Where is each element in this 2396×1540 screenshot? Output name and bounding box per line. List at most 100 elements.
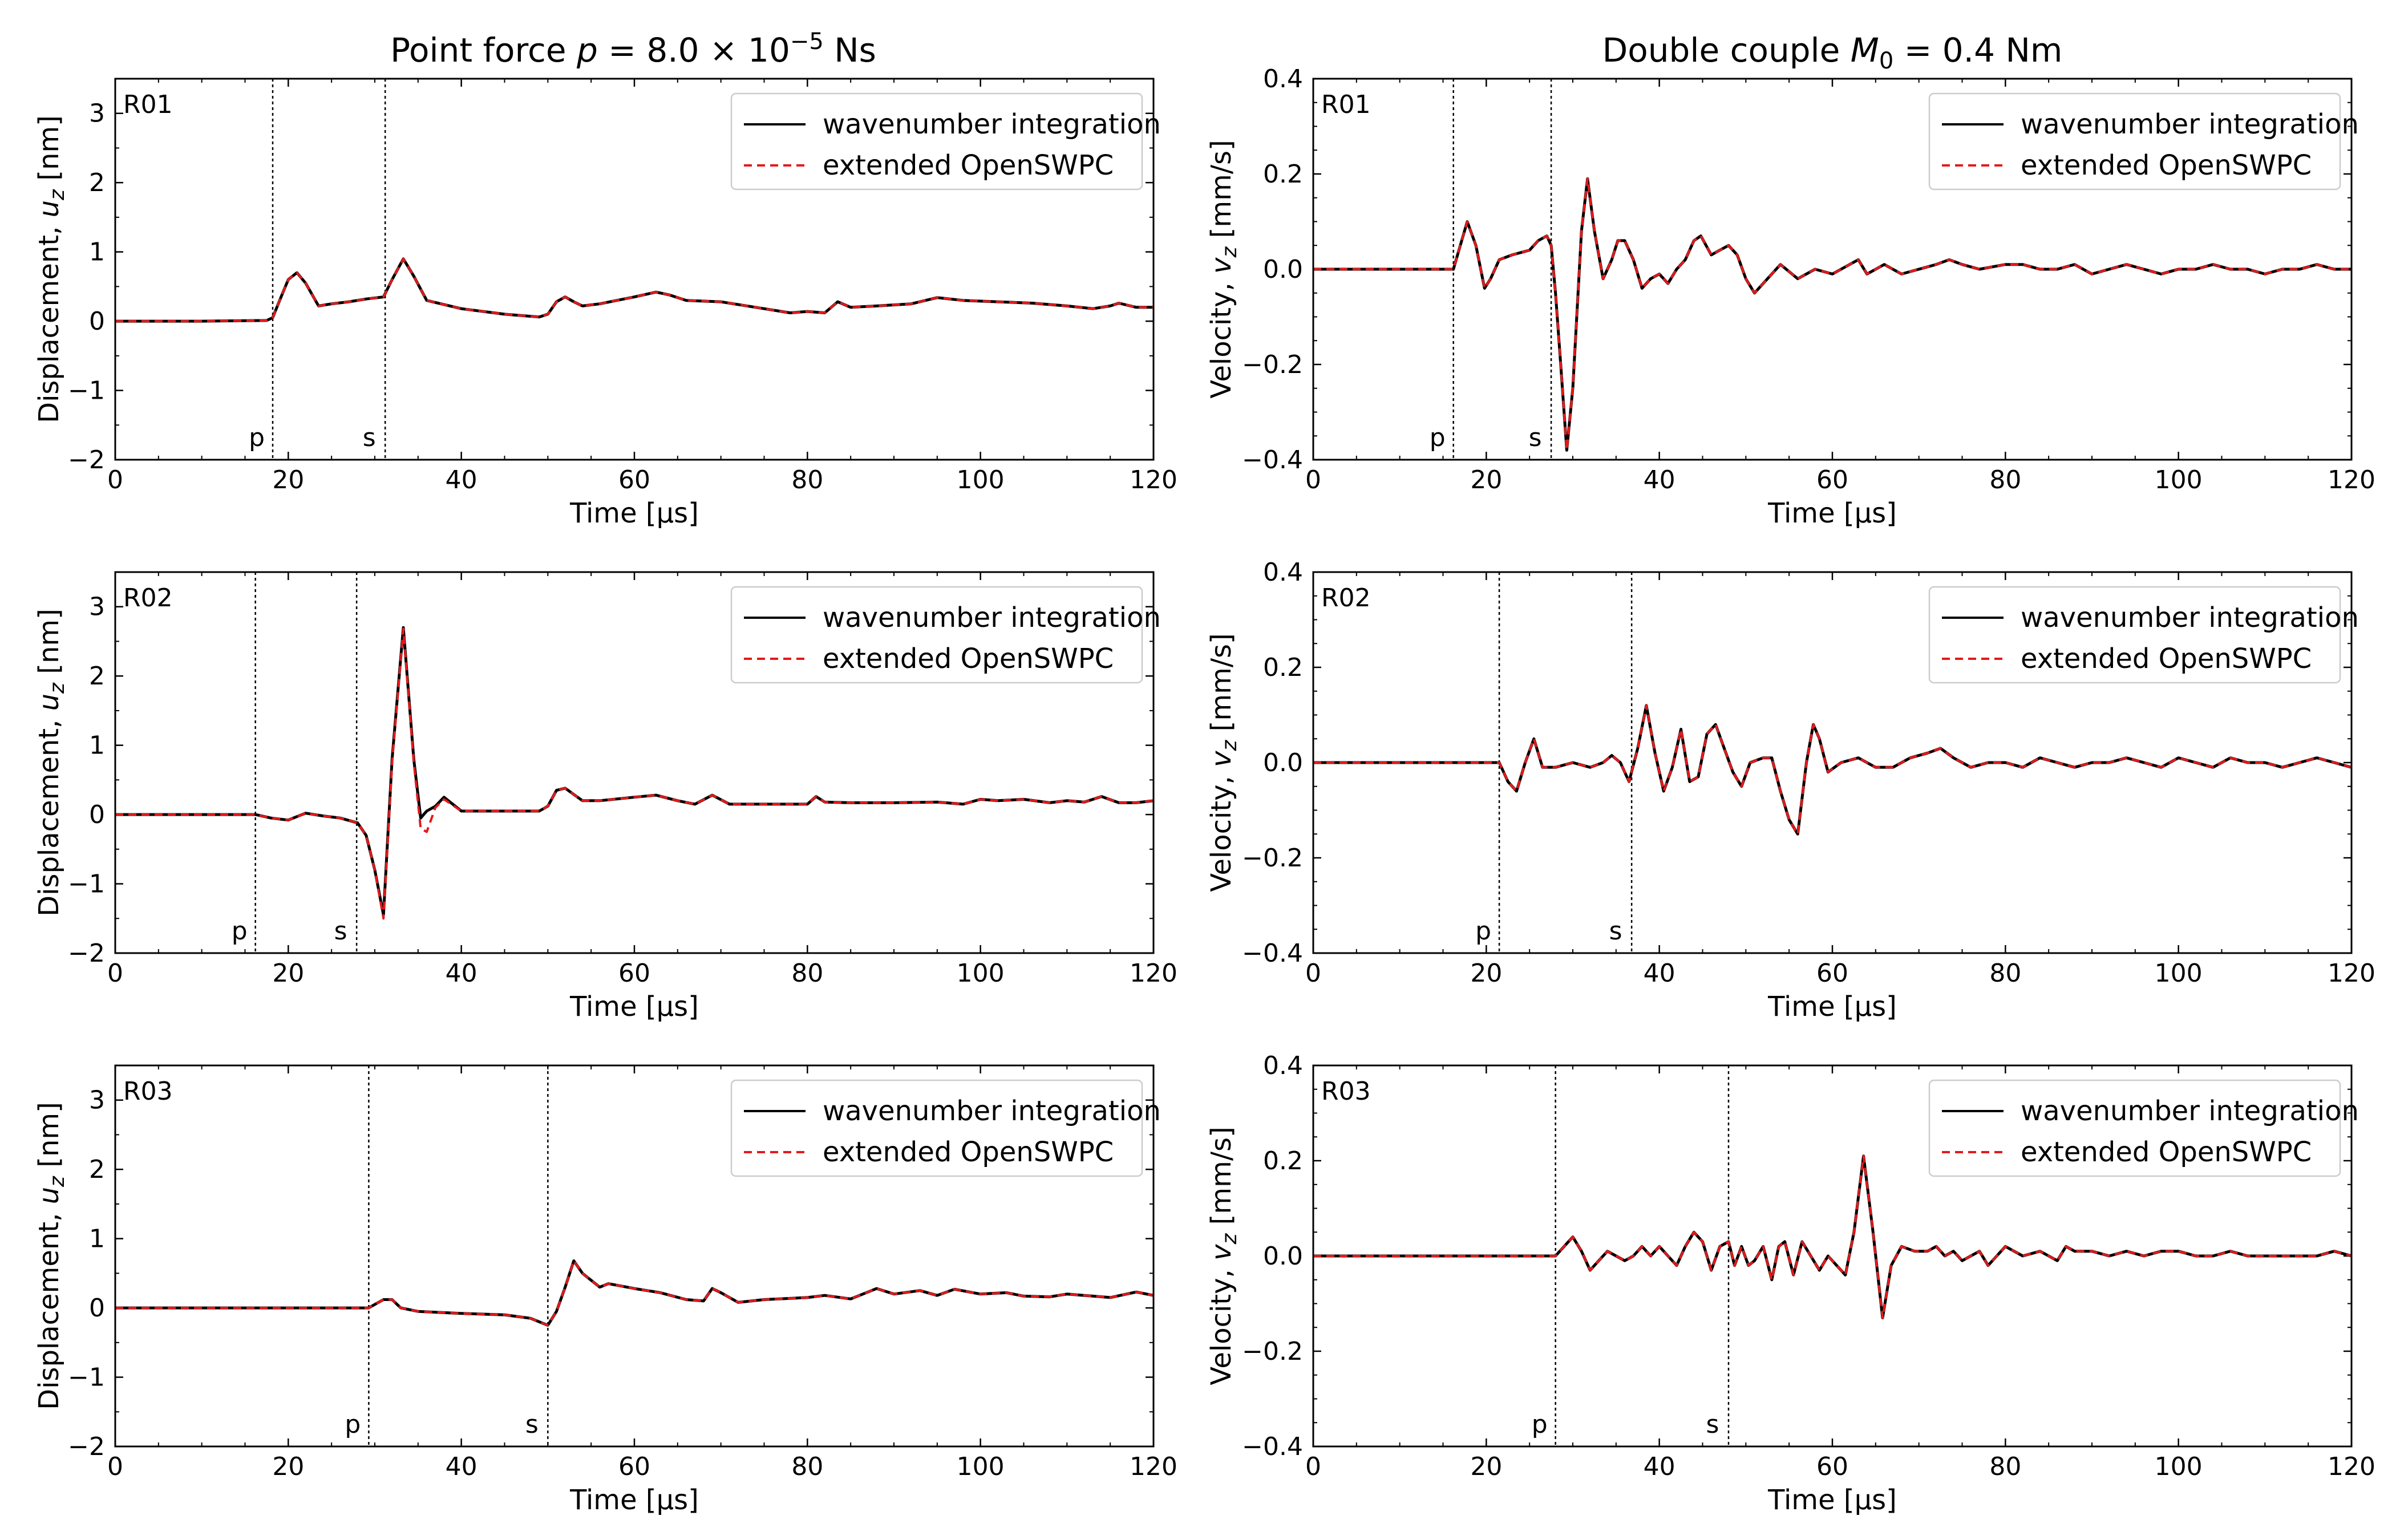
arrival-label-p: p <box>232 917 248 946</box>
x-tick-label: 40 <box>446 465 477 495</box>
x-tick-label: 80 <box>791 1452 823 1481</box>
arrival-label-s: s <box>1706 1410 1719 1439</box>
x-tick-label: 80 <box>1989 465 2021 495</box>
legend-label: wavenumber integration <box>2021 108 2359 140</box>
y-tick-label: 3 <box>89 593 105 622</box>
y-tick-label: 3 <box>89 1086 105 1115</box>
y-tick-label: 0.2 <box>1263 160 1303 189</box>
x-tick-label: 40 <box>1644 959 1675 988</box>
x-tick-label: 20 <box>272 1452 304 1481</box>
plot-frame <box>1312 78 2353 461</box>
y-tick-label: 0 <box>89 1294 105 1323</box>
x-axis-label: Time [µs] <box>1767 991 1897 1023</box>
x-tick-label: 40 <box>446 959 477 988</box>
x-tick-label: 120 <box>1130 1452 1177 1481</box>
x-tick-label: 100 <box>2155 1452 2203 1481</box>
x-tick-label: 100 <box>957 1452 1005 1481</box>
x-axis-label: Time [µs] <box>569 497 699 529</box>
series-group <box>1313 1154 2352 1320</box>
panel-left-r03: 0 20 40 60 80 100 120 −2 −1 0 1 2 3 Time [µs] Displace… <box>33 1064 1177 1516</box>
y-tick-label: −2 <box>68 445 105 475</box>
y-tick-label: 0.4 <box>1263 1051 1303 1080</box>
x-tick-label: 80 <box>791 465 823 495</box>
panel-left-r01: 0 20 40 60 80 100 120 −2 −1 0 1 2 3 Time [µs] Displace… <box>33 78 1177 529</box>
arrival-label-p: p <box>249 423 265 452</box>
legend-label: extended OpenSWPC <box>823 1136 1114 1168</box>
receiver-label: R01 <box>123 90 173 119</box>
arrival-label-s: s <box>334 917 347 946</box>
y-tick-label: −0.2 <box>1242 844 1303 873</box>
series-group <box>115 626 1154 920</box>
x-tick-label: 120 <box>1130 465 1177 495</box>
y-tick-label: 0 <box>89 307 105 336</box>
x-tick-label: 120 <box>2328 465 2375 495</box>
plot-frame <box>114 78 1155 461</box>
y-tick-label: 0.0 <box>1263 748 1303 777</box>
y-tick-label: 0.4 <box>1263 558 1303 587</box>
legend-label: wavenumber integration <box>823 108 1161 140</box>
legend-box <box>730 92 1143 191</box>
x-tick-label: 0 <box>1305 959 1321 988</box>
y-axis-label: Velocity, vz [mm/s] <box>1205 1126 1241 1385</box>
arrival-label-s: s <box>1529 423 1542 452</box>
legend-box <box>730 586 1143 684</box>
y-axis-label: Velocity, vz [mm/s] <box>1205 633 1241 892</box>
x-tick-label: 0 <box>107 959 123 988</box>
arrival-label-s: s <box>525 1410 539 1439</box>
series-group <box>1313 704 2352 836</box>
x-tick-label: 100 <box>957 465 1005 495</box>
x-tick-label: 120 <box>2328 1452 2375 1481</box>
series-group <box>115 1259 1154 1327</box>
x-tick-label: 100 <box>957 959 1005 988</box>
y-tick-label: 2 <box>89 1155 105 1184</box>
x-tick-label: 60 <box>1816 959 1848 988</box>
arrival-label-p: p <box>1532 1410 1548 1439</box>
series-extended-openswpc <box>1313 177 2352 452</box>
y-tick-label: −0.2 <box>1242 350 1303 379</box>
y-tick-label: 1 <box>89 731 105 760</box>
left-column-title: Point force p = 8.0 × 10−5 Ns <box>390 29 876 70</box>
x-tick-label: 60 <box>1816 465 1848 495</box>
y-tick-label: 2 <box>89 168 105 197</box>
x-tick-label: 120 <box>1130 959 1177 988</box>
series-extended-openswpc <box>115 257 1154 323</box>
receiver-label: R03 <box>123 1077 173 1106</box>
x-tick-label: 20 <box>1470 465 1502 495</box>
y-axis-label: Displacement, uz [nm] <box>33 609 69 917</box>
series-group <box>1313 177 2352 452</box>
x-tick-label: 100 <box>2155 959 2203 988</box>
receiver-label: R03 <box>1321 1077 1371 1106</box>
x-tick-label: 20 <box>272 465 304 495</box>
y-tick-label: −0.4 <box>1242 939 1303 968</box>
y-tick-label: 0.2 <box>1263 653 1303 682</box>
series-extended-openswpc <box>1313 1154 2352 1319</box>
y-axis-label: Velocity, vz [mm/s] <box>1205 140 1241 399</box>
x-axis-label: Time [µs] <box>1767 497 1897 529</box>
x-tick-label: 0 <box>107 465 123 495</box>
x-tick-label: 60 <box>1816 1452 1848 1481</box>
x-axis-label: Time [µs] <box>1767 1484 1897 1516</box>
x-tick-label: 0 <box>1305 1452 1321 1481</box>
y-tick-label: −1 <box>68 376 105 406</box>
series-extended-openswpc <box>115 1259 1154 1327</box>
panel-left-r02: 0 20 40 60 80 100 120 −2 −1 0 1 2 3 Time [µs] Displace… <box>33 571 1177 1023</box>
y-tick-label: 1 <box>89 238 105 267</box>
y-tick-label: 0 <box>89 800 105 829</box>
x-tick-label: 20 <box>1470 1452 1502 1481</box>
legend-box <box>1928 92 2341 191</box>
x-tick-label: 60 <box>618 465 650 495</box>
x-tick-label: 100 <box>2155 465 2203 495</box>
y-axis-label: Displacement, uz [nm] <box>33 115 69 423</box>
x-tick-label: 80 <box>1989 1452 2021 1481</box>
y-tick-label: −0.2 <box>1242 1337 1303 1366</box>
panel-right-r01: 0 20 40 60 80 100 120 −0.4 −0.2 0.0 0.2 0.4 Time [µs… <box>1205 64 2375 529</box>
plot-frame <box>1312 1064 2353 1448</box>
y-tick-label: −2 <box>68 1432 105 1461</box>
y-tick-label: 2 <box>89 662 105 691</box>
y-tick-label: −1 <box>68 1363 105 1392</box>
x-tick-label: 20 <box>1470 959 1502 988</box>
x-tick-label: 80 <box>791 959 823 988</box>
